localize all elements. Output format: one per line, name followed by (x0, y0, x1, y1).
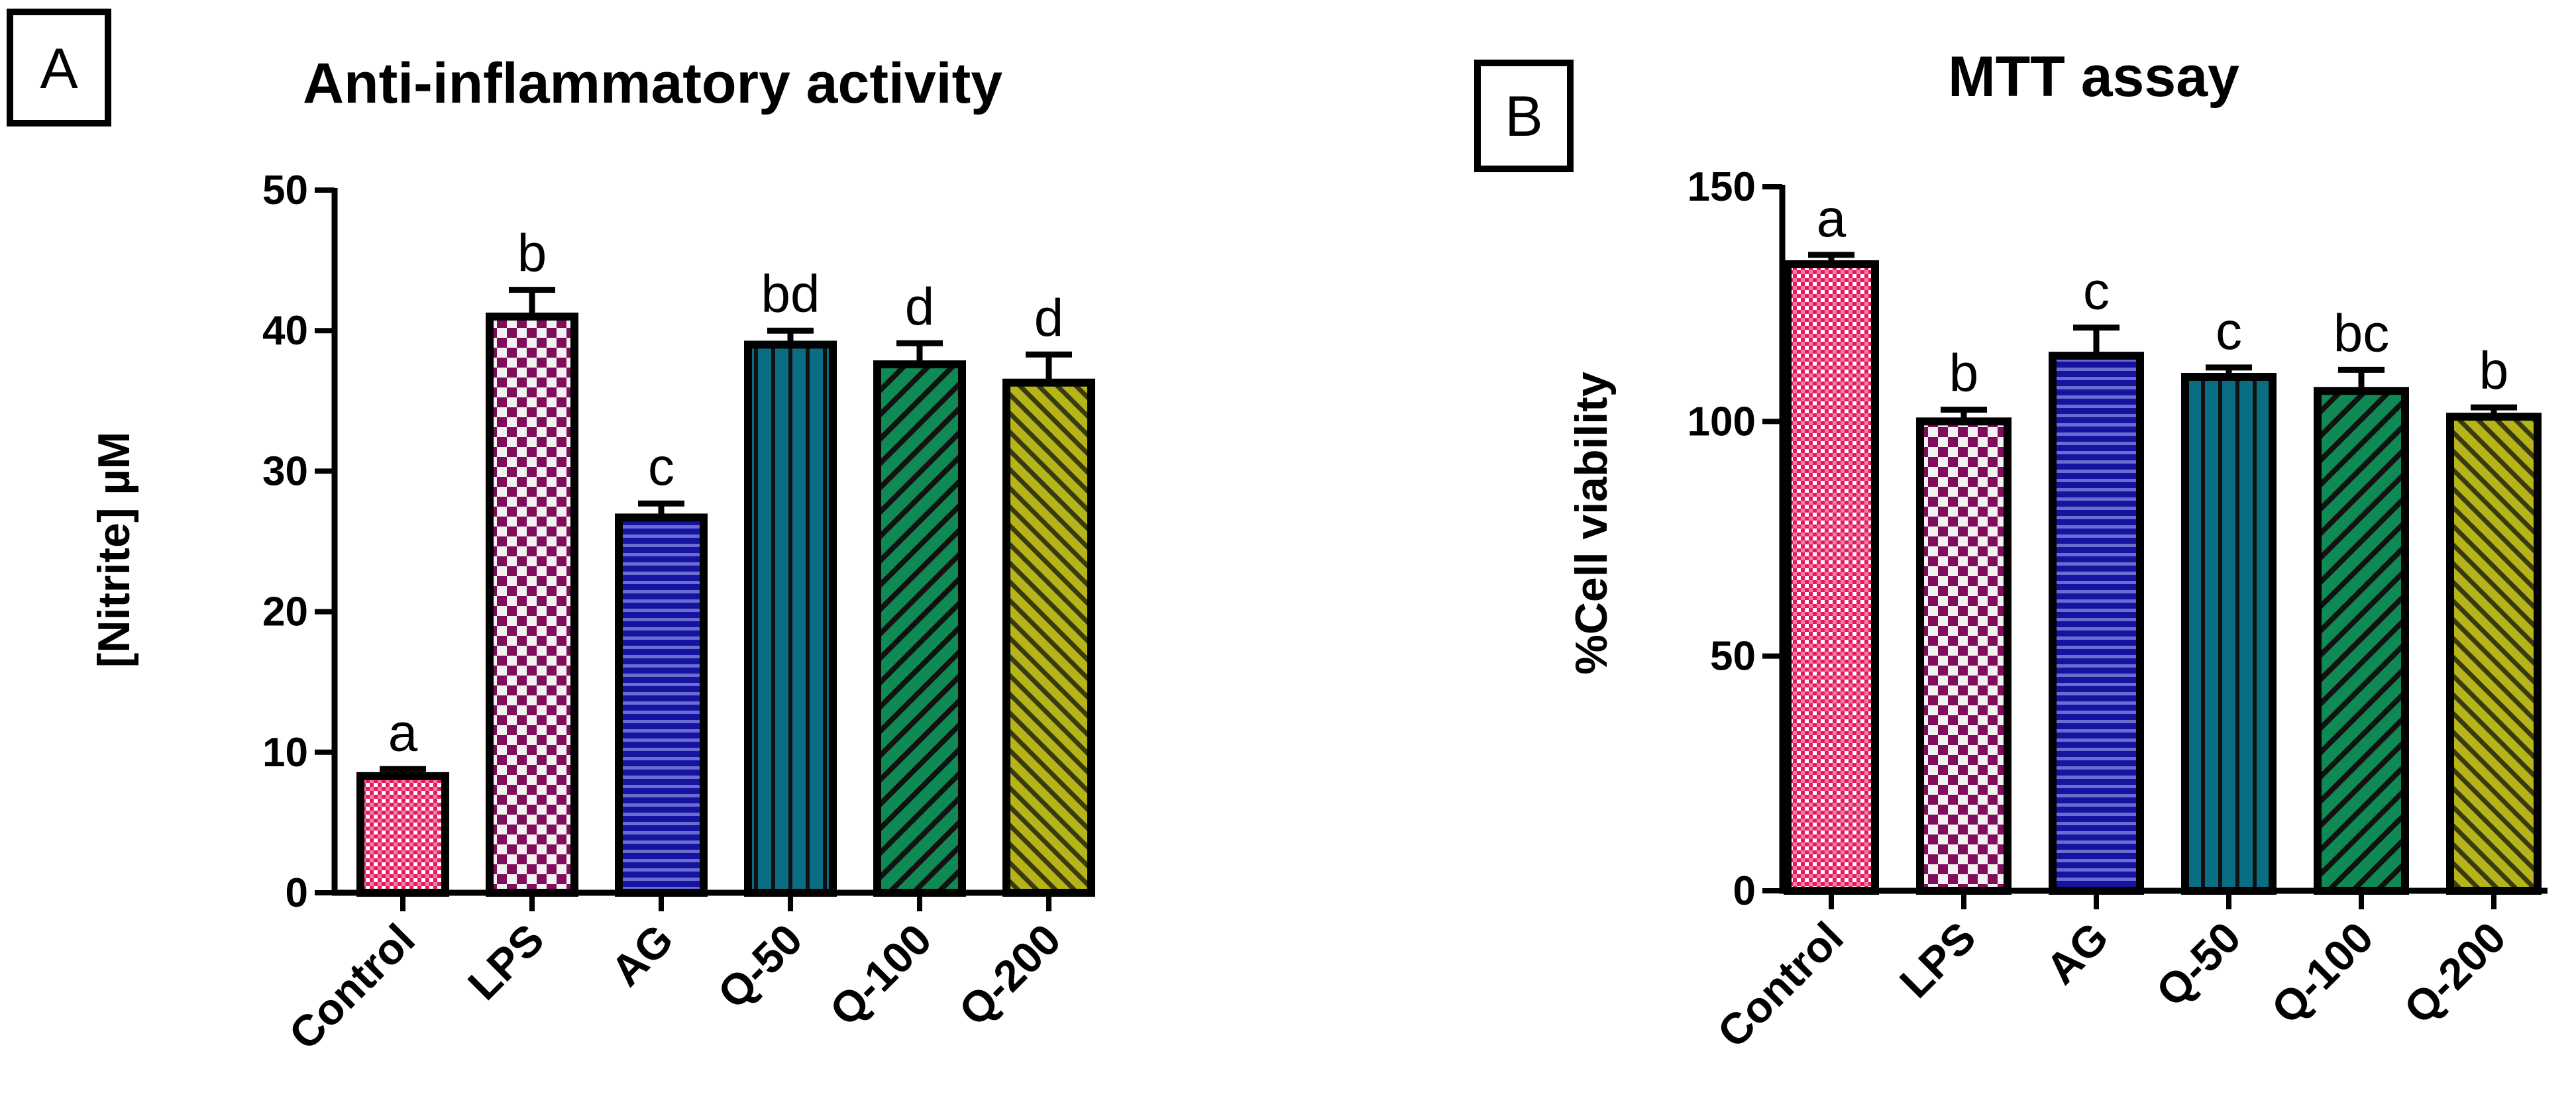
significance-letter-b: c (2216, 301, 2242, 360)
x-tick-label-a: Q-100 (820, 915, 941, 1035)
significance-letter-a: d (905, 277, 935, 336)
bar-a-control (356, 772, 449, 897)
bar-a-q-200 (1002, 378, 1095, 897)
panel-b: B MTT assay %Cell viability 0 50 100 150 Con… (1474, 45, 2548, 1057)
y-tick-label-a: 0 (286, 870, 308, 916)
y-tick-label-a: 30 (262, 448, 308, 494)
x-tick-label-b: Control (1708, 913, 1852, 1057)
bar-a-lps (486, 312, 578, 897)
y-tick-label-a: 10 (262, 730, 308, 776)
significance-letter-b: a (1817, 189, 1847, 248)
significance-letter-b: bc (2334, 303, 2390, 362)
plot-area-b: 0 50 100 150 Control a LPS b AG c Q-50 c Q-100 bc Q-20… (1688, 164, 2548, 1057)
panel-a: A Anti-inflammatory activity [Nitrite] µ… (7, 9, 1095, 1059)
bar-b-q-100 (2314, 387, 2409, 895)
x-tick-label-a: LPS (458, 915, 553, 1009)
significance-letter-a: a (388, 703, 418, 762)
y-tick-label-a: 50 (262, 168, 308, 213)
bar-b-q-200 (2446, 413, 2542, 895)
x-tick-label-a: Q-200 (949, 915, 1070, 1035)
significance-letter-a: b (517, 224, 547, 283)
bar-b-q-50 (2181, 373, 2277, 895)
significance-letter-a: c (648, 437, 674, 496)
significance-letter-a: bd (761, 264, 820, 323)
y-tick-label-b: 0 (1733, 868, 1756, 914)
bar-b-ag (2049, 352, 2144, 895)
y-tick-label-a: 20 (262, 589, 308, 635)
x-tick-label-b: Q-100 (2262, 913, 2383, 1033)
y-tick-label-b: 100 (1688, 399, 1756, 444)
x-tick-label-a: Q-50 (708, 915, 812, 1018)
panel-label-box-b (1474, 60, 1574, 172)
significance-letter-b: c (2083, 262, 2110, 321)
y-tick-label-b: 50 (1710, 634, 1756, 680)
x-tick-label-b: Q-200 (2394, 913, 2515, 1033)
bar-a-q-50 (744, 340, 837, 897)
x-tick-label-b: Q-50 (2147, 913, 2250, 1016)
bar-b-control (1784, 260, 1879, 895)
bar-a-ag (615, 513, 708, 897)
plot-area-a: 0 10 20 30 40 50 Control a LPS b AG c Q-50 bd Q-100 d Q-… (262, 168, 1095, 1059)
significance-letter-b: b (2479, 341, 2509, 400)
significance-letter-a: d (1034, 288, 1064, 347)
y-tick-label-a: 40 (262, 308, 308, 354)
bar-a-q-100 (873, 360, 966, 897)
y-tick-label-b: 150 (1688, 164, 1756, 210)
panel-label-a: A (40, 37, 78, 101)
x-tick-label-a: AG (602, 915, 682, 995)
x-tick-label-b: AG (2037, 913, 2118, 993)
x-tick-label-b: LPS (1890, 913, 1985, 1007)
chart-title-b: MTT assay (1948, 45, 2239, 109)
y-axis-label-a: [Nitrite] µM (89, 432, 139, 668)
panel-label-box-a (7, 9, 111, 126)
bar-b-lps (1916, 417, 2012, 895)
chart-title-a: Anti-inflammatory activity (303, 52, 1002, 115)
y-axis-label-b: %Cell viability (1566, 372, 1617, 674)
panel-label-b: B (1505, 85, 1542, 148)
significance-letter-b: b (1949, 344, 1979, 403)
x-tick-label-a: Control (280, 915, 424, 1059)
